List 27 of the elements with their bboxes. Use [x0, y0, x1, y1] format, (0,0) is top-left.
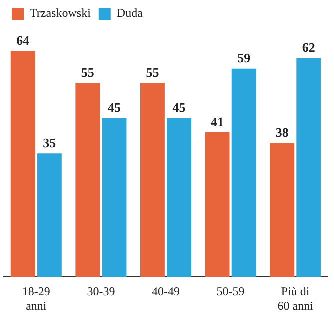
legend-label: Trzaskowski	[30, 6, 92, 20]
bar	[10, 51, 36, 278]
data-label: 38	[276, 124, 290, 140]
bar	[232, 68, 256, 278]
bar	[76, 82, 100, 278]
bar	[270, 143, 295, 278]
bar	[296, 58, 322, 278]
data-label: 55	[146, 64, 160, 80]
data-label: 41	[211, 114, 224, 130]
data-label: 35	[43, 135, 57, 150]
data-label: 45	[108, 100, 122, 116]
bar	[37, 154, 62, 278]
bar	[167, 118, 192, 278]
bar	[205, 132, 230, 278]
x-tick-label: 30-39	[87, 284, 116, 299]
x-tick-label: Più di 60 anni	[278, 284, 314, 313]
legend-label: Duda	[116, 6, 144, 20]
data-label: 55	[81, 64, 95, 80]
bar	[102, 118, 127, 278]
x-tick-label: 50-59	[216, 284, 245, 299]
x-tick-label: 18-29 anni	[22, 284, 50, 313]
x-tick-label: 40-49	[152, 284, 180, 299]
data-label: 64	[16, 33, 30, 48]
bar	[140, 82, 165, 278]
data-label: 45	[172, 100, 186, 116]
data-label: 62	[302, 40, 316, 56]
data-label: 59	[238, 50, 252, 66]
